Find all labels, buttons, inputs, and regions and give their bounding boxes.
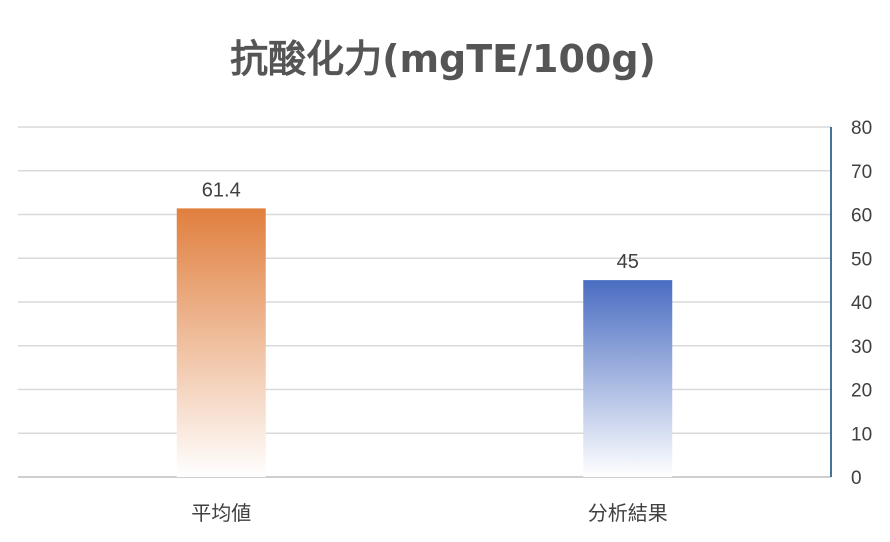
bar-2: [583, 280, 673, 477]
gridlines: [18, 126, 831, 478]
y-tick-label-70: 70: [851, 162, 872, 183]
labels: 61.4 平均値 45 分析結果: [191, 179, 668, 525]
category-label-1: 平均値: [191, 501, 251, 525]
data-label-1: 61.4: [202, 179, 241, 201]
y-axis: 0 10 20 30 40 50 60 70 80: [830, 118, 872, 489]
data-label-2: 45: [617, 251, 639, 273]
y-tick-label-20: 20: [851, 381, 872, 402]
y-tick-label-80: 80: [851, 118, 872, 139]
category-label-2: 分析結果: [588, 501, 668, 525]
chart-title: 抗酸化力(mgTE/100g): [230, 37, 656, 81]
y-tick-label-40: 40: [851, 293, 872, 314]
bars: [176, 208, 673, 477]
y-tick-label-30: 30: [851, 337, 872, 358]
y-tick-label-10: 10: [851, 424, 872, 445]
y-tick-label-0: 0: [851, 468, 862, 489]
bar-1: [176, 208, 266, 477]
y-tick-label-60: 60: [851, 206, 872, 227]
y-tick-label-50: 50: [851, 249, 872, 270]
